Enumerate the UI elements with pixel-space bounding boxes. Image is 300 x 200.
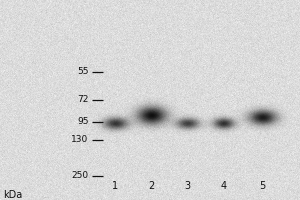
Text: 2: 2 <box>148 181 154 191</box>
Text: 1: 1 <box>112 181 118 191</box>
Text: 72: 72 <box>77 96 88 104</box>
Text: 5: 5 <box>260 181 266 191</box>
Text: 55: 55 <box>77 68 88 76</box>
Text: kDa: kDa <box>3 190 22 200</box>
Text: 250: 250 <box>71 171 88 180</box>
Text: 130: 130 <box>71 136 88 144</box>
Text: 3: 3 <box>184 181 190 191</box>
Text: 4: 4 <box>220 181 226 191</box>
Text: 95: 95 <box>77 117 88 127</box>
